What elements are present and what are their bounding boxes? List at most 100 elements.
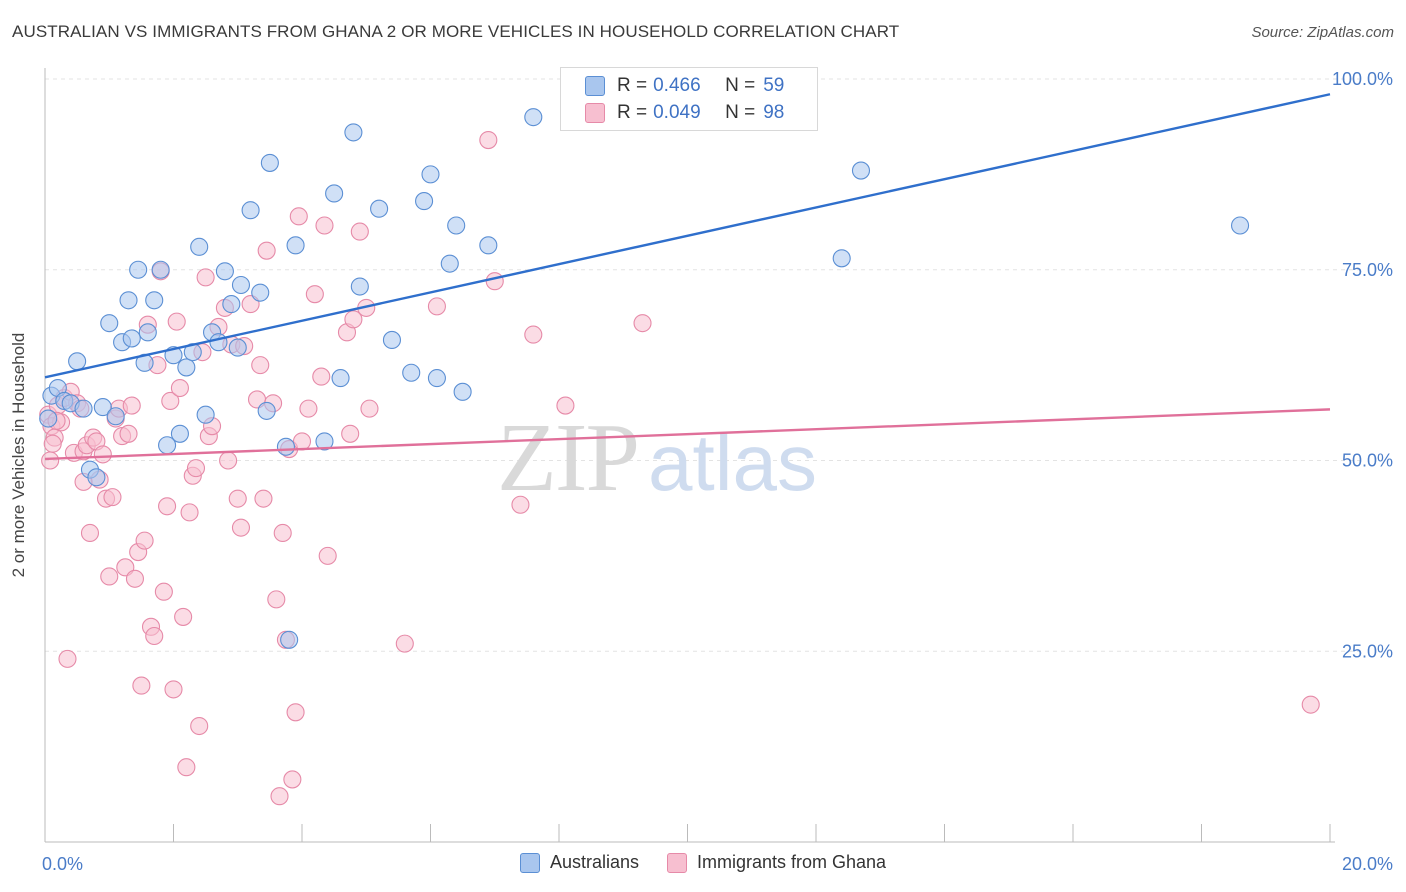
ghana-point [299, 399, 318, 418]
x-tick-label: 20.0% [1342, 854, 1393, 874]
y-tick-label: 75.0% [1342, 260, 1393, 280]
ghana-point [190, 716, 209, 736]
ghana-point [80, 523, 100, 543]
ghana-point [556, 396, 575, 415]
ghana-point [479, 130, 498, 150]
ghana-point [174, 607, 193, 626]
ghana-point [58, 649, 77, 668]
australians-point [832, 249, 851, 268]
ghana-swatch [666, 852, 687, 873]
y-tick-label: 50.0% [1342, 451, 1393, 471]
legend-item-ghana[interactable]: Immigrants from Ghana [666, 852, 886, 873]
ghana-point [350, 222, 369, 241]
australians-point [74, 399, 93, 418]
australians-point [479, 236, 498, 255]
australians-point [257, 401, 276, 420]
ghana-point [289, 207, 308, 226]
trend-lines [44, 93, 1331, 461]
r-label: R = [617, 102, 648, 123]
ghana-point [283, 770, 302, 789]
series-points [39, 108, 1320, 806]
ghana-point [228, 489, 247, 508]
ghana-trend-line [44, 408, 1331, 461]
australians-point [196, 405, 215, 424]
australians-point [68, 352, 87, 371]
ghana-point [100, 567, 119, 586]
australians-point [209, 333, 228, 352]
n-value: 59 [763, 75, 785, 96]
ghana-point [122, 396, 141, 415]
ghana-point [177, 758, 196, 777]
australians-point [427, 369, 446, 388]
australians-point [190, 237, 209, 256]
ghana-point [132, 676, 151, 695]
australians-point [370, 199, 389, 218]
ghana-point [251, 356, 270, 375]
ghana-point [186, 459, 206, 478]
ghana-point [315, 216, 334, 235]
australians-point [138, 323, 157, 342]
australians-point [119, 291, 138, 310]
ghana-point [1301, 695, 1320, 714]
legend-row-ghana: R = 0.049 N = 98 [585, 100, 784, 126]
australians-point [129, 260, 148, 279]
ghana-point [219, 451, 238, 470]
australians-point [851, 161, 871, 180]
australians-point [87, 468, 106, 487]
ghana-point [344, 310, 363, 329]
ghana-point [395, 634, 414, 653]
australians-point [231, 275, 251, 295]
legend-row-australians: R = 0.466 N = 59 [585, 73, 784, 99]
ghana-point [305, 285, 324, 304]
australians-point [286, 236, 305, 255]
ghana-point [286, 703, 305, 722]
ghana-swatch [585, 103, 605, 123]
ghana-point [231, 518, 251, 537]
australians-point [344, 123, 363, 142]
australians-point [280, 630, 299, 649]
australians-point [100, 314, 119, 333]
australians-point [122, 329, 141, 348]
ghana-point [312, 367, 331, 386]
ghana-point [119, 424, 138, 443]
australians-point [215, 262, 234, 281]
australians-point [228, 338, 247, 357]
ghana-point [103, 488, 122, 507]
r-value: 0.049 [653, 102, 701, 123]
ghana-point [135, 531, 154, 550]
watermark-zip: ZIP [497, 404, 638, 512]
australians-point [241, 201, 260, 220]
ghana-point [43, 434, 62, 453]
ghana-point [360, 399, 379, 418]
ghana-point [427, 297, 446, 316]
australians-swatch [519, 852, 540, 873]
n-label: N = [725, 75, 756, 96]
australians-point [524, 108, 543, 127]
correlation-legend: R = 0.466 N = 59 R = 0.049 N = 98 [560, 67, 818, 131]
ghana-point [164, 680, 183, 699]
australians-point [331, 369, 350, 388]
australians-point [350, 277, 369, 296]
australians-point [453, 382, 472, 401]
ghana-point [267, 590, 286, 609]
australians-point [93, 398, 112, 417]
ghana-point [254, 489, 273, 508]
ghana-point [524, 325, 543, 344]
australians-point [447, 216, 466, 235]
chart-title: AUSTRALIAN VS IMMIGRANTS FROM GHANA 2 OR… [12, 22, 900, 41]
australians-swatch [585, 76, 605, 96]
australians-point [151, 260, 170, 279]
y-tick-label: 25.0% [1342, 641, 1393, 661]
watermark: ZIP atlas [497, 404, 817, 512]
australians-point [177, 358, 196, 377]
ghana-point [292, 432, 312, 451]
ghana-point [633, 314, 652, 333]
ghana-point [161, 391, 180, 411]
ghana-point [170, 378, 189, 398]
australians-point [106, 407, 125, 426]
ghana-point [180, 503, 199, 522]
ghana-point [257, 241, 276, 260]
ghana-point [154, 582, 173, 601]
legend-item-australians[interactable]: Australians [519, 852, 639, 873]
